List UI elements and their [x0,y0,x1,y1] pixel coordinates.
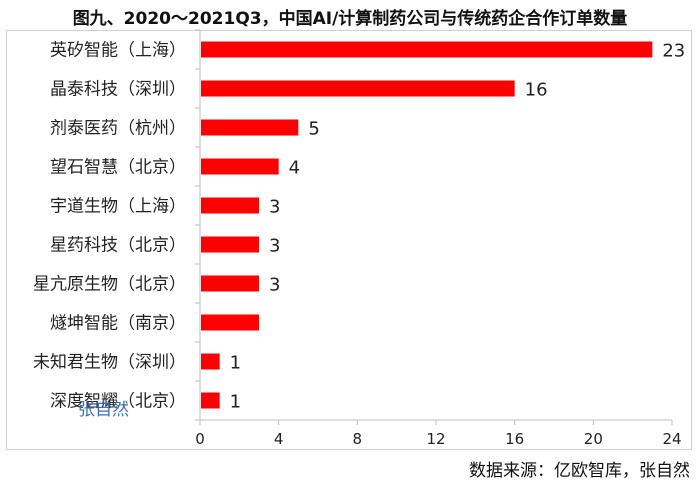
data-label: 1 [230,392,241,413]
source-note: 数据来源：亿欧智库，张自然 [469,461,690,481]
bar [201,80,515,97]
x-tick-label: 20 [584,430,603,448]
chart-frame [6,30,692,450]
bar [201,119,299,136]
category-label: 英矽智能（上海） [50,41,186,61]
bar [201,197,259,214]
data-label: 3 [269,275,280,296]
category-label: 深度智耀（北京） [50,392,186,412]
watermark-text: 张自然 [78,400,129,420]
chart-title: 图九、2020～2021Q3，中国AI/计算制药公司与传统药企合作订单数量 [72,9,628,29]
category-label: 星亢原生物（北京） [33,275,186,295]
data-label: 1 [230,353,241,374]
category-label: 未知君生物（深圳） [33,353,186,373]
category-label: 宇道生物（上海） [50,197,186,217]
bar [201,314,259,331]
x-tick-label: 4 [274,430,284,448]
bar [201,392,220,409]
data-label: 4 [289,158,300,179]
x-tick-label: 0 [195,430,205,448]
data-label: 23 [662,41,685,62]
bar [201,275,259,292]
category-label: 剂泰医药（杭州） [50,119,186,139]
data-label: 5 [308,119,319,140]
category-label: 星药科技（北京） [50,236,186,256]
data-label: 16 [525,80,548,101]
data-label: 3 [269,197,280,218]
bar [201,158,279,175]
bar [201,353,220,370]
category-label: 晶泰科技（深圳） [50,80,186,100]
category-label: 燧坤智能（南京） [50,314,186,334]
bar [201,236,259,253]
x-tick-label: 12 [426,430,445,448]
x-tick-label: 24 [662,430,681,448]
category-label: 望石智慧（北京） [50,158,186,178]
x-tick-label: 8 [353,430,363,448]
x-tick-label: 16 [505,430,524,448]
data-label: 3 [269,236,280,257]
bar [201,41,653,58]
